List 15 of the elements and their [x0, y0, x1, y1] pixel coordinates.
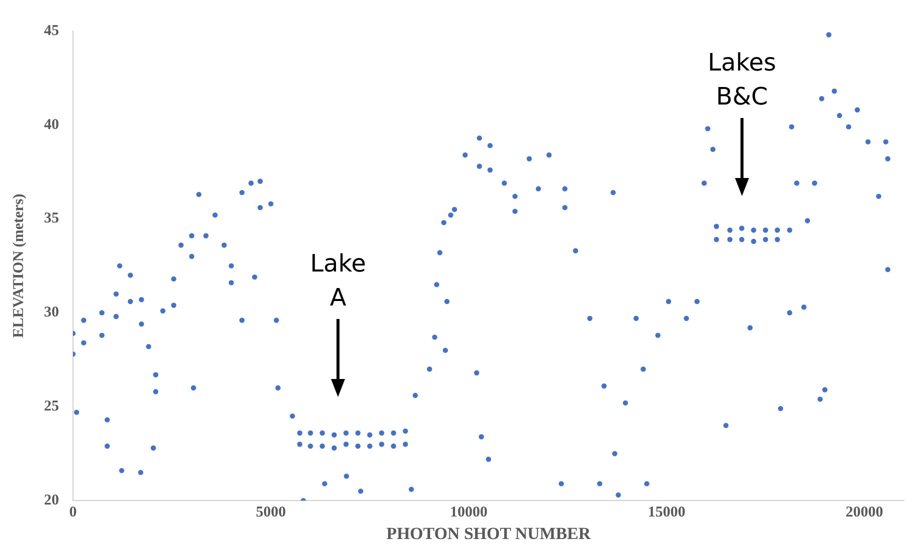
annotation: Lakes B&C	[708, 48, 776, 110]
x-tick-label: 15000	[648, 504, 686, 520]
y-tick-label: 30	[44, 304, 59, 321]
x-tick-label: 0	[69, 504, 77, 520]
x-axis-title: PHOTON SHOT NUMBER	[386, 524, 592, 544]
y-tick-label: 40	[44, 116, 59, 133]
y-tick-label: 45	[44, 22, 59, 39]
y-tick-label: 20	[44, 492, 59, 508]
annotation: Lake A	[310, 249, 366, 312]
x-tick-label: 5000	[256, 504, 286, 520]
y-axis-title: ELEVATION (meters)	[10, 194, 27, 338]
x-tick-label: 10000	[450, 504, 488, 520]
x-tick-label: 20000	[846, 504, 884, 520]
y-tick-label: 35	[44, 210, 59, 227]
y-tick-label: 25	[44, 398, 59, 415]
